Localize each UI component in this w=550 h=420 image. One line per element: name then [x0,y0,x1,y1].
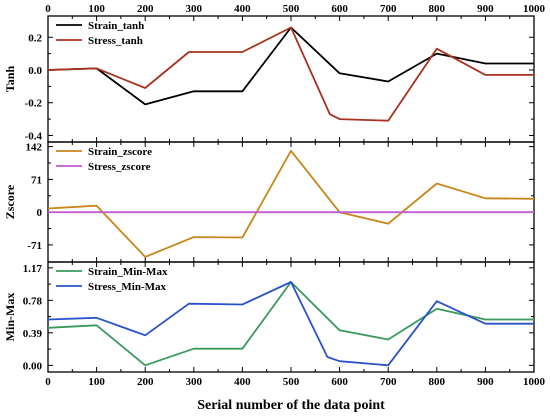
x-tick-label-top: 900 [477,3,494,15]
x-axis-label: Serial number of the data point [197,398,385,413]
y-tick-label: 0.00 [23,360,43,372]
x-tick-label-top: 700 [380,3,397,15]
y-tick-label: 71 [31,174,42,186]
legend-label: Stress_tanh [88,35,143,47]
panel-3: 0.00 0.39 0.78 1.17 Min-Max Strain_Min-Max Str… [3,261,535,373]
y-tick-label: 0 [37,207,43,219]
legend-label: Stress_zscore [88,161,151,173]
x-tick-label-top: 300 [186,3,203,15]
x-tick-label: 400 [234,376,251,388]
x-tick-label: 800 [429,376,446,388]
x-tick-label: 200 [137,376,154,388]
y-axis-label: Min-Max [3,293,17,342]
y-tick-label: -0.4 [25,130,43,142]
x-tick-label: 0 [45,376,51,388]
x-tick-label-top: 0 [45,3,51,15]
x-tick-label: 900 [477,376,494,388]
x-tick-label: 100 [88,376,105,388]
y-tick-label: 1.17 [23,263,43,275]
y-axis-label: Tanh [3,66,17,93]
y-tick-label: 0.0 [28,65,42,77]
x-tick-label-top: 1000 [523,3,546,15]
x-tick-label: 300 [186,376,203,388]
x-tick-label: 700 [380,376,397,388]
y-tick-label: 0.2 [28,32,42,44]
x-tick-label-top: 200 [137,3,154,15]
y-tick-label: 142 [26,142,43,154]
x-tick-label: 1000 [523,376,546,388]
y-tick-label: -71 [27,240,42,252]
legend-label: Strain_zscore [88,146,152,158]
panel-2: -71 0 71 142 Zscore Strain_zscore Stress_zscor… [3,141,535,263]
y-tick-label: -0.2 [25,98,43,110]
panel-frame [47,261,535,373]
legend-label: Strain_tanh [88,20,144,32]
panel-1: -0.4 -0.2 0.0 0.2 Tanh Strain_tanh Stress_tanh [3,15,535,143]
series-line-strain_min-max [47,281,534,367]
series-line-stress_min-max [47,281,534,367]
panel-frame [47,141,535,263]
legend-label: Strain_Min-Max [88,266,168,278]
x-tick-label-top: 400 [234,3,251,15]
series-line-stress_tanh [47,26,534,122]
x-tick-label: 500 [283,376,300,388]
y-axis-label: Zscore [3,184,17,219]
y-tick-label: 0.39 [23,328,43,340]
series-line-strain_zscore [47,149,535,258]
y-tick-label: 0.78 [23,295,43,307]
x-tick-label-top: 500 [283,3,300,15]
x-tick-label-top: 800 [429,3,446,15]
legend-label: Stress_Min-Max [88,281,167,293]
x-tick-label: 600 [331,376,348,388]
x-tick-label-top: 100 [88,3,105,15]
x-tick-label-top: 600 [331,3,348,15]
